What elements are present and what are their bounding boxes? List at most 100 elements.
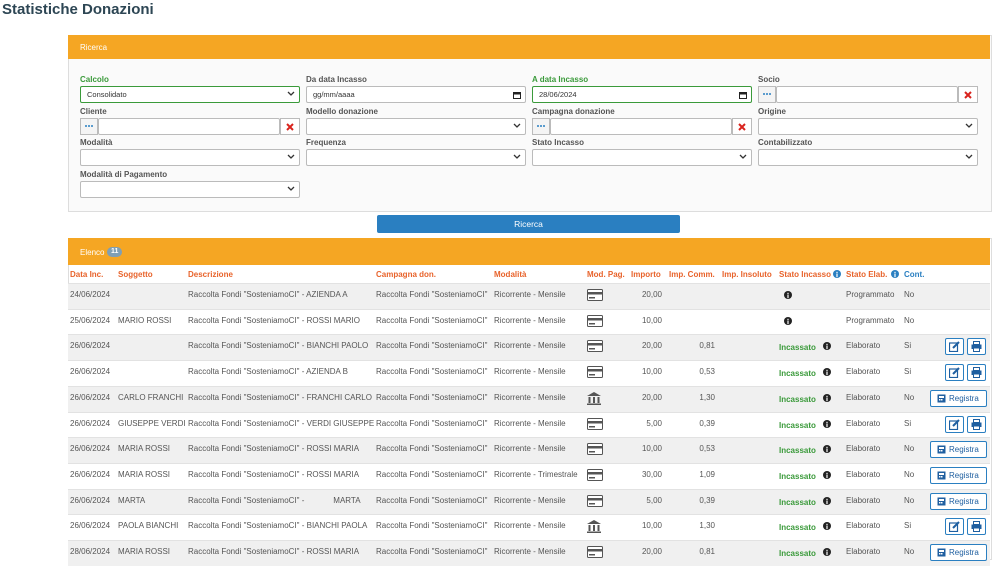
select-input[interactable] (306, 149, 526, 166)
amount-cell: 10,00 (620, 367, 662, 376)
print-button[interactable] (967, 518, 986, 535)
campaign-cell: Raccolta Fondi "SosteniamoCI" (376, 470, 488, 479)
clear-button[interactable] (280, 118, 300, 135)
mode-cell: Ricorrente - Trimestrale (494, 470, 578, 479)
register-icon (937, 394, 946, 403)
date-cell: 25/06/2024 (70, 316, 110, 325)
payment-icon (587, 340, 603, 352)
cont-cell: No (904, 496, 914, 505)
select-input[interactable] (80, 181, 300, 198)
clear-button[interactable] (732, 118, 752, 135)
field-value: 28/06/2024 (539, 90, 577, 99)
edit-button[interactable] (945, 518, 964, 535)
campaign-cell: Raccolta Fondi "SosteniamoCI" (376, 444, 488, 453)
description-cell: Raccolta Fondi "SosteniamoCI" - ROSSI MA… (188, 470, 359, 479)
status-elab-cell: Elaborato (846, 367, 880, 376)
select-input[interactable] (758, 149, 978, 166)
field-label: Contabilizzato (758, 138, 812, 147)
campaign-cell: Raccolta Fondi "SosteniamoCI" (376, 547, 488, 556)
mode-cell: Ricorrente - Mensile (494, 547, 566, 556)
calendar-icon (739, 91, 747, 99)
description-cell: Raccolta Fondi "SosteniamoCI" - VERDI GI… (188, 419, 374, 428)
payment-icon (587, 546, 603, 558)
register-label[interactable]: Registra (949, 497, 979, 506)
mode-cell: Ricorrente - Mensile (494, 393, 566, 402)
date-cell: 26/06/2024 (70, 367, 110, 376)
commission-cell: 1,30 (674, 393, 715, 402)
column-header: Soggetto (118, 270, 153, 279)
campaign-cell: Raccolta Fondi "SosteniamoCI" (376, 419, 488, 428)
lookup-input[interactable] (776, 86, 958, 103)
payment-icon (587, 520, 601, 533)
status-cell: Incassato (779, 498, 816, 507)
subject-cell: CARLO FRANCHI (118, 393, 183, 402)
status-info-icon[interactable] (784, 291, 792, 299)
dropdown-icon (287, 154, 295, 160)
column-header: Imp. Comm. (669, 270, 715, 279)
status-info-icon[interactable] (823, 522, 831, 530)
select-input[interactable] (532, 149, 752, 166)
select-input[interactable] (758, 118, 978, 135)
campaign-cell: Raccolta Fondi "SosteniamoCI" (376, 367, 488, 376)
register-label[interactable]: Registra (949, 445, 979, 454)
payment-icon (587, 418, 603, 430)
campaign-cell: Raccolta Fondi "SosteniamoCI" (376, 521, 488, 530)
cont-cell: No (904, 393, 914, 402)
field-label: Da data Incasso (306, 75, 367, 84)
date-cell: 26/06/2024 (70, 496, 110, 505)
campaign-cell: Raccolta Fondi "SosteniamoCI" (376, 393, 488, 402)
lookup-button[interactable] (758, 86, 776, 103)
cont-cell: No (904, 470, 914, 479)
edit-button[interactable] (945, 338, 964, 355)
cont-cell: No (904, 444, 914, 453)
select-input[interactable] (306, 118, 526, 135)
edit-button[interactable] (945, 364, 964, 381)
register-label[interactable]: Registra (949, 394, 979, 403)
lookup-input[interactable] (98, 118, 280, 135)
subject-cell: MARIO ROSSI (118, 316, 171, 325)
status-info-icon[interactable] (823, 420, 831, 428)
status-info-icon[interactable] (823, 445, 831, 453)
status-elab-cell: Elaborato (846, 444, 880, 453)
status-elab-cell: Elaborato (846, 419, 880, 428)
status-info-icon[interactable] (823, 548, 831, 556)
register-label[interactable]: Registra (949, 548, 979, 557)
payment-icon (587, 315, 603, 327)
list-header: Elenco 11 (68, 238, 990, 265)
lookup-button[interactable] (532, 118, 550, 135)
lookup-input[interactable] (550, 118, 732, 135)
description-cell: Raccolta Fondi "SosteniamoCI" - AZIENDA … (188, 367, 348, 376)
column-header: Cont. (904, 270, 924, 279)
status-elab-cell: Programmato (846, 290, 894, 299)
cont-cell: Si (904, 341, 911, 350)
status-info-icon[interactable] (823, 368, 831, 376)
print-button[interactable] (967, 338, 986, 355)
search-header: Ricerca (68, 35, 990, 59)
print-button[interactable] (967, 416, 986, 433)
edit-button[interactable] (945, 416, 964, 433)
print-button[interactable] (967, 364, 986, 381)
status-info-icon[interactable] (823, 497, 831, 505)
dropdown-icon (287, 91, 295, 97)
mode-cell: Ricorrente - Mensile (494, 290, 566, 299)
register-label[interactable]: Registra (949, 471, 979, 480)
status-info-icon[interactable] (823, 471, 831, 479)
count-badge: 11 (107, 247, 122, 257)
status-info-icon[interactable] (823, 394, 831, 402)
search-button[interactable]: Ricerca (377, 215, 680, 233)
payment-icon (587, 495, 603, 507)
status-info-icon[interactable] (823, 342, 831, 350)
description-cell: Raccolta Fondi "SosteniamoCI" - ROSSI MA… (188, 316, 360, 325)
date-cell: 28/06/2024 (70, 547, 110, 556)
date-cell: 24/06/2024 (70, 290, 110, 299)
lookup-button[interactable] (80, 118, 98, 135)
clear-button[interactable] (958, 86, 978, 103)
date-cell: 26/06/2024 (70, 341, 110, 350)
field-label: Calcolo (80, 75, 109, 84)
status-info-icon[interactable] (784, 317, 792, 325)
campaign-cell: Raccolta Fondi "SosteniamoCI" (376, 316, 488, 325)
select-input[interactable] (80, 149, 300, 166)
cont-cell: No (904, 316, 914, 325)
dropdown-icon (513, 154, 521, 160)
field-label: Cliente (80, 107, 107, 116)
